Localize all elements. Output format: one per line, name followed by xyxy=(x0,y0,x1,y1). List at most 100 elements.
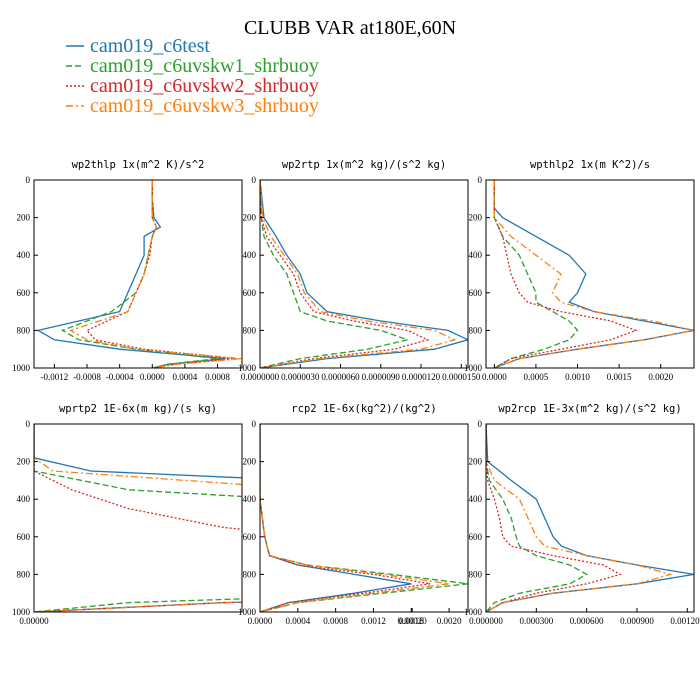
y-tick-label: 400 xyxy=(469,494,483,504)
y-tick-label: 200 xyxy=(469,213,483,223)
chart-panel: wp2rtp 1x(m^2 kg)/(s^2 kg) 0 200 400 600 800 1… xyxy=(238,159,481,382)
y-tick-label: 600 xyxy=(469,532,483,542)
x-tick-label: 0.00000 xyxy=(19,616,49,626)
y-tick-label: 800 xyxy=(17,569,31,579)
plot-frame xyxy=(33,423,243,613)
x-tick-label: 0.0004 xyxy=(285,616,310,626)
x-tick-label: 0.0000 xyxy=(482,372,507,382)
chart-panel: wp2thlp 1x(m^2 K)/s^2 0 200 400 600 800 1000 -0… xyxy=(12,159,243,382)
plot-frame xyxy=(485,423,695,613)
series-line xyxy=(85,180,234,368)
series-line xyxy=(493,180,694,368)
x-tick-label: 0.0004 xyxy=(173,372,198,382)
series-line xyxy=(260,180,430,368)
legend-entry: cam019_c6uvskw3_shrbuoy xyxy=(90,95,319,117)
series-line xyxy=(34,424,242,612)
series-line xyxy=(260,424,450,612)
y-tick-label: 400 xyxy=(243,250,257,260)
x-tick-label: 0.0012 xyxy=(361,616,386,626)
x-tick-label: 0.0000 xyxy=(248,616,273,626)
y-tick-label: 1000 xyxy=(12,607,31,617)
x-tick-label: 0.0008 xyxy=(323,616,348,626)
legend-entry: cam019_c6uvskw1_shrbuoy xyxy=(90,55,319,77)
y-tick-label: 600 xyxy=(17,288,31,298)
series-line xyxy=(486,424,622,612)
series-line xyxy=(260,180,410,368)
x-tick-label: 0.0020 xyxy=(437,616,462,626)
legend: cam019_c6testcam019_c6uvskw1_shrbuoycam0… xyxy=(66,35,319,117)
x-tick-label: 0.0000030 xyxy=(281,372,320,382)
figure-title: CLUBB VAR at180E,60N xyxy=(244,17,456,39)
panels: wp2thlp 1x(m^2 K)/s^2 0 200 400 600 800 1000 -0… xyxy=(12,159,700,626)
series-line xyxy=(34,424,242,612)
series-line xyxy=(34,424,242,612)
y-tick-label: 600 xyxy=(17,532,31,542)
chart-panel: wprtp2 1E-6x(m kg)/(s kg) 0 200 400 600 800 10… xyxy=(12,403,428,626)
y-tick-label: 600 xyxy=(243,532,257,542)
series-line xyxy=(260,180,457,368)
series-line xyxy=(260,180,468,368)
series-line xyxy=(36,180,226,368)
y-tick-label: 200 xyxy=(17,457,31,467)
chart-panel: wpthlp2 1x(m K^2)/s020040060080010000.00… xyxy=(464,159,695,382)
x-tick-label: 0.0000150 xyxy=(442,372,481,382)
y-tick-label: 0 xyxy=(26,419,31,429)
y-tick-label: 0 xyxy=(478,175,483,185)
y-tick-label: 400 xyxy=(17,250,31,260)
x-tick-label: 0.0005 xyxy=(524,372,549,382)
y-tick-label: 800 xyxy=(243,569,257,579)
y-tick-label: 400 xyxy=(17,494,31,504)
series-line xyxy=(69,180,242,368)
panel-title: wpthlp2 1x(m K^2)/s xyxy=(530,159,650,171)
series-line xyxy=(493,180,638,368)
panel-title: rcp2 1E-6x(kg^2)/(kg^2) xyxy=(291,403,436,415)
y-tick-label: 600 xyxy=(469,288,483,298)
x-tick-label: 0.0000090 xyxy=(362,372,401,382)
y-tick-label: 800 xyxy=(243,325,257,335)
x-tick-label: 0.000900 xyxy=(620,616,654,626)
x-tick-label: 0.0016 xyxy=(399,616,424,626)
chart-panel: wp2rcp 1E-3x(m^2 kg)/(s^2 kg) 0 200 400 600 8… xyxy=(464,403,700,626)
x-tick-label: 0.0000120 xyxy=(402,372,441,382)
y-tick-label: 1000 xyxy=(12,363,31,373)
y-tick-label: 800 xyxy=(469,569,483,579)
plot-frame xyxy=(259,179,469,369)
y-tick-label: 200 xyxy=(243,457,257,467)
y-tick-label: 200 xyxy=(243,213,257,223)
x-tick-label: -0.0008 xyxy=(73,372,101,382)
x-tick-label: 0.0020 xyxy=(648,372,673,382)
x-tick-label: 0.0000 xyxy=(140,372,165,382)
y-tick-label: 800 xyxy=(17,325,31,335)
x-tick-label: -0.0004 xyxy=(106,372,134,382)
x-tick-label: 0.00020 xyxy=(398,616,428,626)
y-tick-label: 0 xyxy=(26,175,31,185)
y-tick-label: 0 xyxy=(478,419,483,429)
series-line xyxy=(493,180,694,368)
y-tick-label: 0 xyxy=(252,419,257,429)
y-tick-label: 1000 xyxy=(464,363,483,373)
x-tick-label: 0.0010 xyxy=(565,372,590,382)
x-tick-label: 0.0008 xyxy=(205,372,230,382)
y-tick-label: 1000 xyxy=(464,607,483,617)
y-tick-label: 800 xyxy=(469,325,483,335)
x-tick-label: 0.0000060 xyxy=(321,372,360,382)
series-line xyxy=(486,424,588,612)
series-line xyxy=(260,424,431,612)
plot-frame xyxy=(259,423,469,613)
y-tick-label: 0 xyxy=(252,175,257,185)
series-line xyxy=(34,424,242,612)
x-tick-label: 0.000600 xyxy=(570,616,604,626)
plot-frame xyxy=(33,179,243,369)
x-tick-label: 0.000000 xyxy=(469,616,503,626)
y-tick-label: 1000 xyxy=(238,363,257,373)
panel-title: wprtp2 1E-6x(m kg)/(s kg) xyxy=(59,403,217,415)
y-tick-label: 200 xyxy=(17,213,31,223)
x-tick-label: 0.0000000 xyxy=(241,372,280,382)
y-tick-label: 400 xyxy=(243,494,257,504)
x-tick-label: 0.000300 xyxy=(519,616,553,626)
series-line xyxy=(260,424,412,612)
y-tick-label: 600 xyxy=(243,288,257,298)
series-line xyxy=(260,424,468,612)
